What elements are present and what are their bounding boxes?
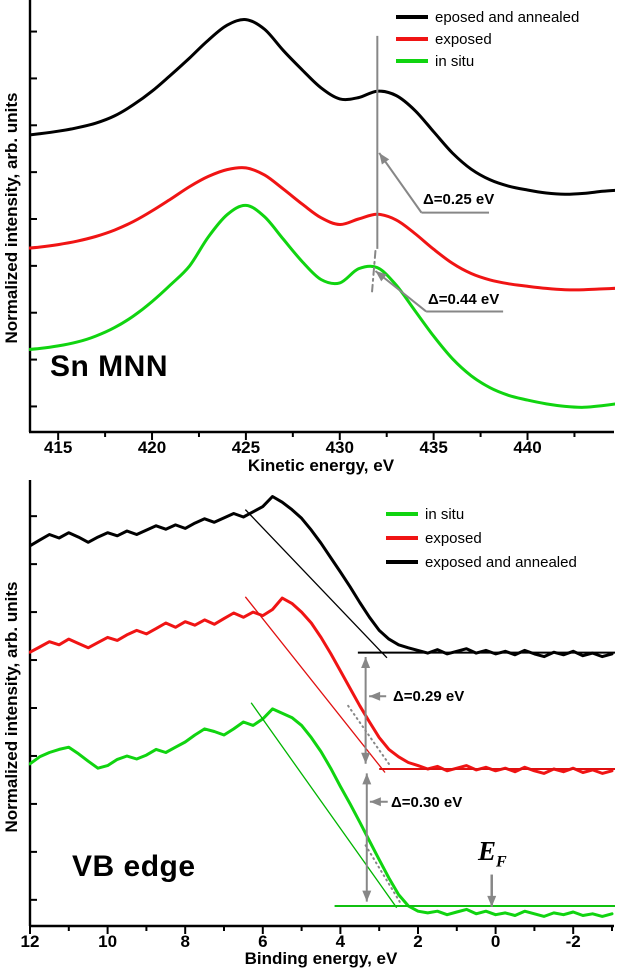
legend-label: exposed	[425, 529, 482, 547]
svg-text:8: 8	[180, 932, 189, 951]
vb-edge-chart: 12 10 8 6 4 2 0 -2	[21, 480, 615, 951]
delta-annotation-1: Δ=0.29 eV	[393, 688, 465, 705]
legend-item: eposed and annealed	[396, 6, 579, 28]
legend-swatch-green	[386, 512, 418, 516]
svg-text:0: 0	[491, 932, 500, 951]
legend-item: in situ	[396, 50, 579, 72]
svg-text:415: 415	[44, 438, 72, 457]
panel-title: Sn MNN	[50, 350, 168, 383]
panel-title: VB edge	[72, 850, 196, 883]
legend-item: exposed	[396, 28, 579, 50]
legend-swatch-green	[396, 59, 428, 63]
delta-annotation-2: Δ=0.44 eV	[428, 291, 500, 308]
svg-text:6: 6	[258, 932, 267, 951]
legend-item: in situ	[386, 502, 577, 526]
svg-text:4: 4	[336, 932, 346, 951]
legend-label: in situ	[425, 505, 465, 523]
y-axis-label: Normalized intensity, arb. units	[2, 581, 21, 833]
legend-label: exposed	[435, 30, 492, 48]
svg-text:430: 430	[326, 438, 354, 457]
x-axis-label: Kinetic energy, eV	[247, 456, 395, 475]
svg-text:-2: -2	[566, 932, 581, 951]
legend-item: exposed and annealed	[386, 550, 577, 574]
legend: in situ exposed exposed and annealed	[386, 502, 577, 574]
svg-text:12: 12	[21, 932, 40, 951]
legend-label: in situ	[435, 52, 475, 70]
legend-swatch-black	[396, 15, 428, 19]
y-axis-label: Normalized intensity, arb. units	[2, 92, 21, 344]
panel-vb-edge: 12 10 8 6 4 2 0 -2 Normalized intensity, arb. u…	[0, 480, 618, 968]
fermi-F: F	[496, 853, 507, 871]
delta-annotation-1: Δ=0.25 eV	[423, 191, 495, 208]
svg-text:435: 435	[419, 438, 447, 457]
legend-swatch-red	[396, 37, 428, 41]
fermi-level-label: EF	[478, 836, 507, 871]
legend-label: eposed and annealed	[435, 8, 580, 26]
svg-text:10: 10	[98, 932, 117, 951]
legend: eposed and annealed exposed in situ	[396, 6, 579, 72]
legend-swatch-red	[386, 536, 418, 540]
svg-text:425: 425	[232, 438, 260, 457]
svg-text:2: 2	[413, 932, 422, 951]
fermi-E: E	[478, 836, 497, 866]
svg-text:420: 420	[138, 438, 166, 457]
legend-label: exposed and annealed	[425, 553, 577, 571]
panel-sn-mnn: 415 420 425 430 435 440 Normalized intensity,…	[0, 0, 618, 480]
legend-item: exposed	[386, 526, 577, 550]
x-axis-label: Binding energy, eV	[244, 949, 398, 968]
svg-text:440: 440	[513, 438, 541, 457]
delta-annotation-2: Δ=0.30 eV	[391, 794, 463, 811]
legend-swatch-black	[386, 560, 418, 564]
sn-mnn-chart: 415 420 425 430 435 440	[28, 0, 615, 457]
